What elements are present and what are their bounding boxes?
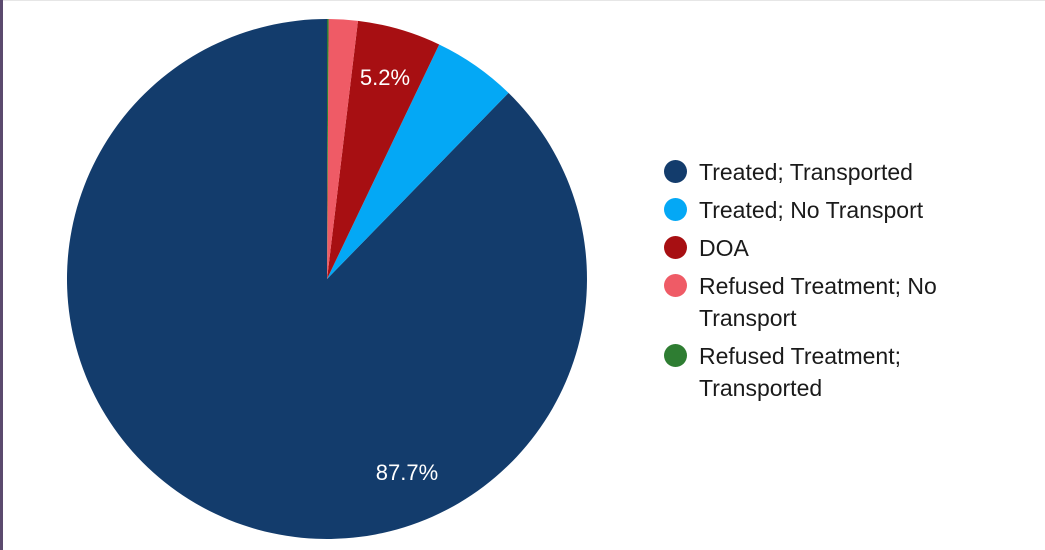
legend-label: Treated; Transported <box>699 159 913 185</box>
legend-item: DOA <box>664 232 1004 264</box>
pie-slice-refused-treatment-transported <box>327 19 329 279</box>
legend: Treated; Transported Treated; No Transpo… <box>664 156 1004 410</box>
pie-slice-refused-treatment-no-transport <box>327 19 358 279</box>
pie-slice-treated-transported <box>66 19 587 540</box>
slice-data-label: 5.2% <box>360 65 410 90</box>
legend-label: Treated; No Transport <box>699 197 924 223</box>
legend-label: DOA <box>699 235 749 261</box>
legend-label: Refused Treatment; Transported <box>699 343 901 401</box>
legend-swatch-icon <box>664 236 687 259</box>
pie-chart: 87.7% 5.2% <box>66 19 587 540</box>
legend-item: Treated; Transported <box>664 156 1004 188</box>
legend-item: Refused Treatment; Transported <box>664 340 1004 404</box>
legend-label: Refused Treatment; No Transport <box>699 273 937 331</box>
legend-swatch-icon <box>664 198 687 221</box>
legend-swatch-icon <box>664 274 687 297</box>
legend-item: Refused Treatment; No Transport <box>664 270 1004 334</box>
legend-swatch-icon <box>664 160 687 183</box>
top-border <box>3 0 1045 1</box>
pie-slice-doa <box>327 20 440 279</box>
left-border <box>0 0 3 550</box>
legend-item: Treated; No Transport <box>664 194 1004 226</box>
legend-swatch-icon <box>664 344 687 367</box>
slice-data-label: 87.7% <box>376 460 438 485</box>
pie-slice-treated-no-transport <box>327 44 509 280</box>
